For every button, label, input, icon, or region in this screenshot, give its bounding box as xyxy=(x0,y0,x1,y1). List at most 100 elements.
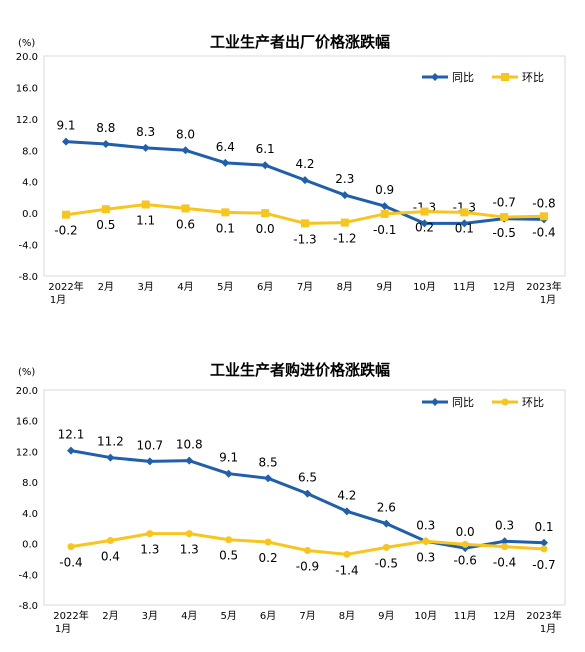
purchase-data-point xyxy=(540,538,548,547)
purchase-unit-label: (%) xyxy=(18,367,35,378)
purchase-data-point xyxy=(106,537,114,544)
purchase-data-point xyxy=(67,446,75,455)
ppi-data-label: -0.2 xyxy=(54,224,77,238)
ppi-data-label: 0.2 xyxy=(415,221,434,235)
purchase-x-tick-label: 3月 xyxy=(142,610,158,622)
ppi-data-label: -0.8 xyxy=(532,196,555,210)
purchase-x-tick-label: 8月 xyxy=(339,610,355,622)
ppi-data-point xyxy=(141,143,150,152)
ppi-x-tick-label: 11月 xyxy=(453,281,476,293)
ppi-data-point xyxy=(500,213,509,222)
ppi-data-point xyxy=(62,137,70,146)
purchase-data-point xyxy=(540,545,548,553)
ppi-data-label: 4.2 xyxy=(295,157,314,171)
purchase-data-label: -0.6 xyxy=(453,553,476,567)
ppi-y-tick-label: -8.0 xyxy=(18,272,38,283)
purchase-x-tick-label: 7月 xyxy=(299,610,315,622)
ppi-x-tick-label: 2022年 xyxy=(48,280,83,293)
purchase-x-tick-label: 4月 xyxy=(181,610,197,622)
ppi-data-label: 0.5 xyxy=(96,218,115,232)
purchase-data-point xyxy=(501,543,509,551)
purchase-data-label: 1.3 xyxy=(180,543,199,557)
purchase-x-tick-label: 2月 xyxy=(102,610,118,622)
ppi-plot-area xyxy=(43,55,566,277)
ppi-data-label: 0.1 xyxy=(455,221,474,235)
ppi-x-tick-label: 2023年 xyxy=(526,280,561,293)
purchase-legend-item: 同比 xyxy=(422,396,474,409)
purchase-data-point xyxy=(264,474,273,483)
ppi-x-tick-label: 6月 xyxy=(257,281,273,293)
ppi-data-point xyxy=(261,209,270,218)
purchase-data-label: 0.0 xyxy=(456,525,475,539)
ppi-data-point xyxy=(181,146,190,155)
purchase-price-chart-svg: 工业生产者购进价格涨跌幅 (%) 20.0 16.0 12.0 8.0 4.0 0.0 -4.0… xyxy=(16,361,566,635)
purchase-data-label: -1.4 xyxy=(335,563,358,577)
purchase-y-tick-label: -4.0 xyxy=(18,570,38,581)
ppi-data-point xyxy=(221,158,230,167)
ppi-data-label: 0.1 xyxy=(216,221,235,235)
purchase-data-label: 2.6 xyxy=(377,501,396,515)
purchase-data-point xyxy=(225,536,233,544)
ppi-data-point xyxy=(221,208,230,217)
purchase-data-label: 8.5 xyxy=(259,455,278,469)
purchase-data-label: 4.2 xyxy=(337,488,356,502)
ppi-x-tick-label: 9月 xyxy=(376,281,392,293)
ppi-data-point xyxy=(420,207,429,216)
purchase-x-tick-label: 10月 xyxy=(414,610,437,622)
purchase-data-label: 0.3 xyxy=(495,518,514,532)
purchase-y-tick-label: 8.0 xyxy=(22,478,38,489)
ppi-data-label: 0.0 xyxy=(256,222,275,236)
purchase-data-label: 0.5 xyxy=(219,549,238,563)
ppi-unit-label: (%) xyxy=(18,38,35,49)
purchase-data-label: 12.1 xyxy=(58,428,85,442)
purchase-y-tick-label: -8.0 xyxy=(18,601,38,612)
ppi-y-tick-label: 12.0 xyxy=(16,115,38,126)
purchase-data-label: 9.1 xyxy=(219,451,238,465)
ppi-data-label: 0.6 xyxy=(176,217,195,231)
ppi-data-point xyxy=(340,191,349,200)
ppi-y-tick-label: -4.0 xyxy=(18,241,38,252)
purchase-data-label: 0.2 xyxy=(259,551,278,565)
ppi-data-label: 0.9 xyxy=(375,183,394,197)
purchase-data-point xyxy=(343,550,351,558)
ppi-data-label: 8.8 xyxy=(96,121,115,135)
purchase-y-tick-label: 16.0 xyxy=(16,417,38,428)
purchase-data-point xyxy=(146,530,154,538)
ppi-data-label: -0.5 xyxy=(492,226,515,240)
purchase-data-point xyxy=(303,489,312,498)
ppi-legend-label: 环比 xyxy=(522,71,544,84)
purchase-data-point xyxy=(422,537,430,545)
purchase-y-tick-label: 0.0 xyxy=(22,540,38,551)
purchase-chart-title: 工业生产者购进价格涨跌幅 xyxy=(210,361,390,379)
ppi-x-tick-label: 7月 xyxy=(297,281,313,293)
ppi-x-tick-label: 3月 xyxy=(137,281,153,293)
ppi-data-label: 1.1 xyxy=(136,214,155,228)
purchase-x-tick-label: 1月 xyxy=(55,623,71,635)
ppi-chart: 工业生产者出厂价格涨跌幅 (%) 20.0 16.0 12.0 8.0 4.0 0.0 -4.0… xyxy=(16,33,566,306)
purchase-data-label: 11.2 xyxy=(97,435,124,449)
purchase-x-tick-label: 5月 xyxy=(220,610,236,622)
purchase-data-point xyxy=(185,456,194,465)
ppi-data-point xyxy=(460,208,469,217)
ppi-data-point xyxy=(540,212,548,221)
ppi-data-label: -1.2 xyxy=(333,232,356,246)
ppi-x-tick-label: 12月 xyxy=(493,281,516,293)
ppi-x-tick-label: 5月 xyxy=(217,281,233,293)
ppi-data-point xyxy=(141,200,150,209)
ppi-y-tick-label: 8.0 xyxy=(22,146,38,157)
purchase-data-point xyxy=(106,453,115,462)
ppi-x-tick-label: 10月 xyxy=(413,281,436,293)
purchase-x-tick-label: 6月 xyxy=(260,610,276,622)
ppi-data-point xyxy=(380,202,389,211)
purchase-data-label: -0.5 xyxy=(375,556,398,570)
purchase-data-label: 10.7 xyxy=(136,438,163,452)
purchase-legend-label: 同比 xyxy=(452,396,474,409)
purchase-x-tick-label: 12月 xyxy=(493,610,516,622)
purchase-data-point xyxy=(185,530,193,538)
ppi-data-label: 6.1 xyxy=(256,142,275,156)
purchase-data-label: -0.4 xyxy=(493,556,516,570)
purchase-data-point xyxy=(342,507,351,516)
ppi-y-tick-label: 20.0 xyxy=(16,52,38,63)
ppi-x-tick-label: 8月 xyxy=(337,281,353,293)
ppi-data-point xyxy=(380,209,389,218)
